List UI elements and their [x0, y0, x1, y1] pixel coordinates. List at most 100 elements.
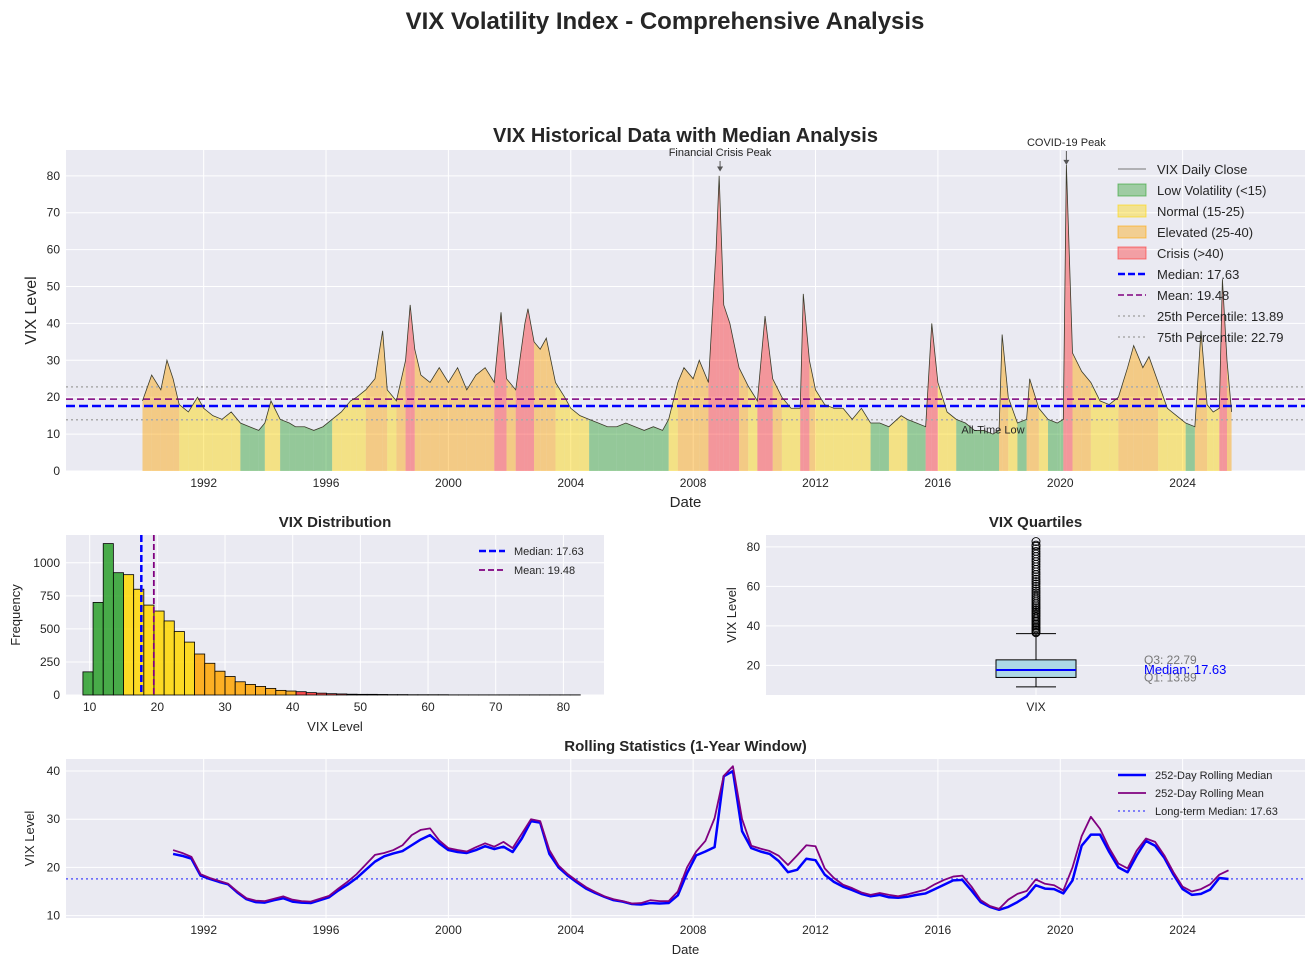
regime-fill — [332, 411, 342, 471]
y-tick-label: 60 — [747, 579, 761, 593]
regime-fill — [716, 175, 720, 472]
regime-fill — [757, 316, 766, 471]
regime-fill — [356, 389, 366, 471]
y-tick-label: 70 — [47, 206, 61, 220]
x-tick-label: 2012 — [802, 923, 829, 937]
q3-label: Q3: 22.79 — [1144, 653, 1197, 667]
outlier-point — [1031, 579, 1041, 589]
history-title: VIX Historical Data with Median Analysis — [493, 125, 878, 147]
regime-fill — [466, 375, 476, 471]
regime-fill — [420, 375, 431, 471]
regime-fill — [809, 360, 816, 471]
legend-swatch — [1117, 225, 1147, 239]
regime-fill — [983, 430, 993, 471]
legend-entry: 252-Day Rolling Median — [1155, 770, 1272, 782]
regime-fill — [570, 408, 580, 471]
regime-fill — [729, 323, 740, 471]
histogram-bar — [153, 610, 165, 696]
regime-fill — [1057, 419, 1064, 471]
y-tick-label: 40 — [47, 764, 61, 778]
outlier-point — [1031, 584, 1041, 594]
histogram-bar — [244, 684, 256, 696]
outlier-point — [1031, 546, 1041, 556]
regime-fill — [925, 323, 932, 471]
x-tick-label: VIX — [1026, 700, 1045, 714]
legend-swatch — [1117, 204, 1147, 218]
regime-fill — [1200, 330, 1208, 471]
regime-fill — [739, 367, 749, 471]
rolling-plot-area — [66, 759, 1305, 918]
regime-fill — [151, 375, 161, 471]
outlier-point — [1031, 590, 1041, 600]
regime-fill — [699, 360, 709, 471]
regime-fill — [916, 423, 926, 471]
regime-fill — [179, 404, 189, 471]
regime-fill — [1081, 371, 1091, 471]
y-tick-label: 250 — [40, 655, 60, 669]
regime-fill — [931, 323, 938, 471]
histogram-bar — [265, 687, 277, 696]
annotation-arrowhead — [717, 166, 724, 172]
y-axis-label: VIX Level — [22, 811, 37, 867]
regime-fill — [589, 419, 599, 471]
histogram-bar — [143, 604, 155, 696]
regime-fill — [947, 411, 957, 471]
regime-fill — [322, 419, 333, 471]
regime-fill — [625, 423, 636, 471]
regime-fill — [723, 304, 730, 471]
regime-fill — [540, 338, 547, 471]
regime-fill — [1194, 330, 1201, 471]
regime-fill — [803, 293, 810, 471]
legend-entry: Median: 17.63 — [514, 546, 584, 558]
regime-fill — [1072, 352, 1082, 471]
histogram-bar — [366, 693, 378, 696]
regime-fill — [350, 397, 357, 471]
x-tick-label: 2020 — [1047, 476, 1074, 490]
y-tick-label: 30 — [47, 812, 61, 826]
legend-entry: Crisis (>40) — [1157, 246, 1224, 261]
regime-fill — [833, 408, 844, 471]
box-iqr — [995, 659, 1077, 678]
regime-fill — [1176, 415, 1186, 471]
x-tick-label: 2024 — [1169, 923, 1196, 937]
panel-vix-quartiles: VIX Quartiles 20 40 60 80 VIX Q3: 22.79 Q1: 13.… — [724, 514, 1305, 714]
regime-fill — [1226, 360, 1232, 471]
regime-fill — [861, 408, 871, 471]
regime-fill — [304, 426, 314, 471]
outlier-point — [1031, 572, 1041, 582]
legend-entry: Elevated (25-40) — [1157, 225, 1253, 240]
histogram-bar — [275, 689, 287, 696]
y-tick-label: 60 — [47, 243, 61, 257]
regime-fill — [1066, 164, 1073, 472]
regime-fill — [677, 367, 684, 471]
x-tick-label: 2004 — [557, 476, 584, 490]
median-label: Median: 17.63 — [1144, 662, 1226, 677]
regime-fill — [485, 367, 495, 471]
regime-fill — [607, 426, 617, 471]
annotation-label: COVID-19 Peak — [1027, 137, 1106, 149]
regime-fill — [800, 293, 804, 471]
regime-fill — [1100, 400, 1110, 471]
x-tick-label: 60 — [421, 700, 435, 714]
regime-fill — [313, 426, 323, 471]
regime-fill — [956, 419, 966, 471]
regime-fill — [258, 423, 265, 471]
regime-fill — [662, 419, 669, 471]
regime-fill — [772, 378, 782, 471]
legend-entry: 252-Day Rolling Mean — [1155, 788, 1264, 800]
regime-fill — [791, 408, 801, 471]
regime-fill — [249, 426, 259, 471]
regime-fill — [815, 389, 825, 471]
legend-entry: Long-term Median: 17.63 — [1155, 806, 1278, 818]
regime-fill — [888, 415, 902, 471]
legend-entry: Low Volatility (<15) — [1157, 183, 1266, 198]
regime-fill — [374, 330, 383, 471]
x-tick-label: 40 — [286, 700, 300, 714]
regime-fill — [824, 404, 834, 471]
outlier-point — [1031, 544, 1041, 554]
y-tick-label: 20 — [747, 658, 761, 672]
histogram-bar — [194, 653, 206, 696]
regime-fill — [501, 312, 507, 471]
regime-fill — [1127, 345, 1134, 471]
